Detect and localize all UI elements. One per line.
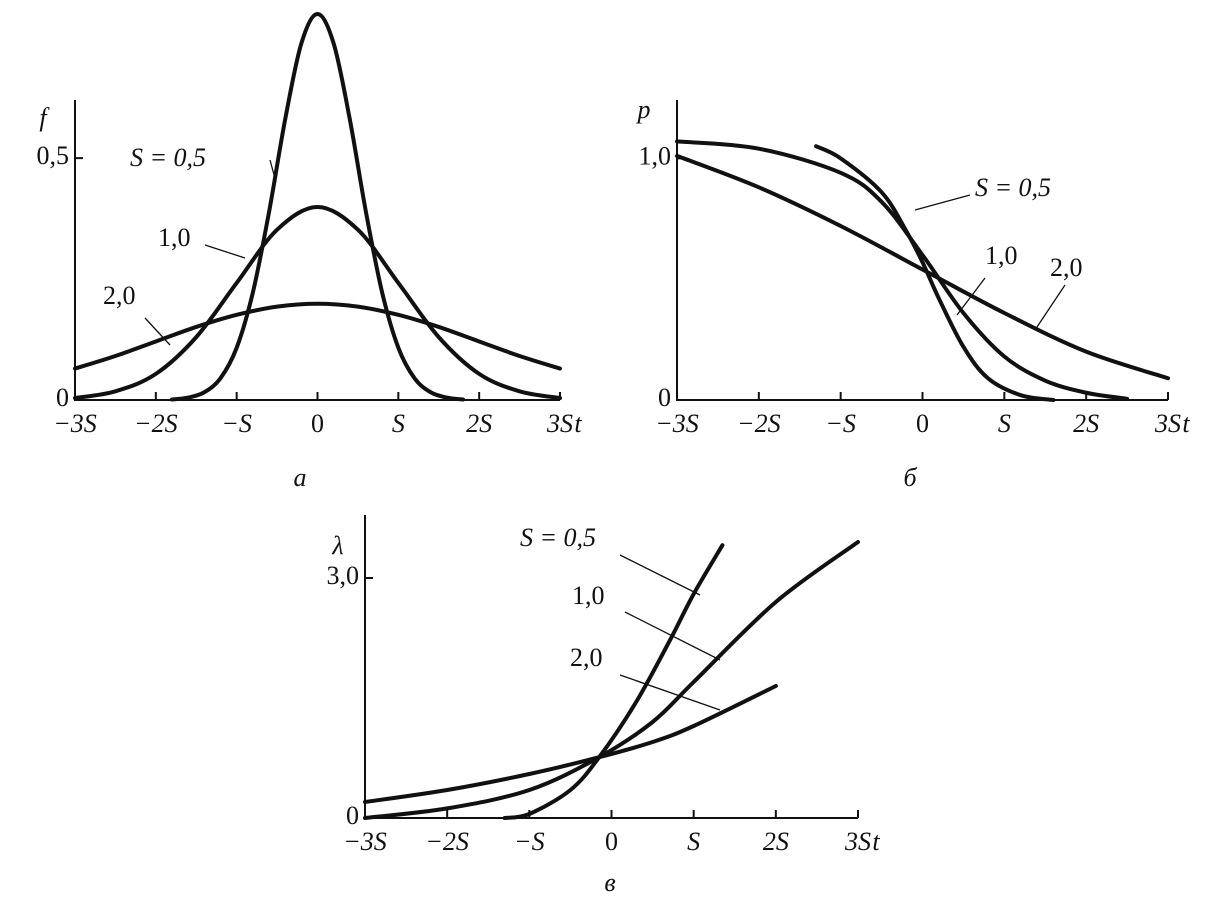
x-tick-label: −2S [425,827,469,856]
x-tick-label: 2S [466,409,492,438]
x-tick-label: −3S [655,409,699,438]
x-axis-label: t [1182,409,1190,438]
leader-line [619,674,721,711]
y-tick-label: 0 [56,383,69,412]
x-tick-label: −2S [737,409,781,438]
curve [73,301,562,371]
panel-caption: в [604,868,615,897]
x-tick-label: 3S [1154,409,1181,438]
curve [170,11,465,402]
x-tick-label: 2S [1073,409,1099,438]
curve-label: 2,0 [103,281,136,310]
leader-line [624,611,721,661]
y-axis-label: p [636,95,651,124]
y-tick-label: 3,0 [327,561,360,590]
x-tick-label: −2S [134,409,178,438]
curve [814,144,1056,402]
panel-caption: б [903,463,917,492]
y-tick-label: 0 [346,801,359,830]
leader-line [269,159,277,183]
x-tick-label: −S [825,409,856,438]
x-tick-label: 0 [311,409,324,438]
x-tick-label: 0 [916,409,929,438]
x-tick-label: S [687,827,700,856]
y-tick-label: 0,5 [37,141,70,170]
leader-line [1034,284,1066,331]
x-tick-label: 3S [546,409,573,438]
curve-label: S = 0,5 [975,173,1051,202]
x-tick-label: S [392,409,405,438]
leader-line [619,554,701,596]
y-tick-label: 0 [658,383,671,412]
x-tick-label: 3S [844,827,871,856]
curve [73,204,562,401]
x-tick-label: −3S [53,409,97,438]
panel-caption: а [294,463,307,492]
x-tick-label: −3S [343,827,387,856]
x-tick-label: −S [221,409,252,438]
leader-line [144,317,171,346]
curve-label: S = 0,5 [130,143,206,172]
y-tick-label: 1,0 [639,141,672,170]
curve-label: 1,0 [572,581,605,610]
curve-label: 2,0 [1050,253,1083,282]
curve-label: 2,0 [570,643,603,672]
leader-line [204,244,246,259]
curve [675,153,1170,381]
x-tick-label: S [998,409,1011,438]
leader-line [914,194,971,211]
x-tick-label: 0 [605,827,618,856]
y-axis-label: f [39,103,50,132]
y-axis-label: λ [331,531,343,560]
x-tick-label: 2S [763,827,789,856]
curve-label: 1,0 [985,241,1018,270]
curve [363,684,778,804]
curve [502,543,725,820]
curve-label: S = 0,5 [520,523,596,552]
curve-label: 1,0 [158,223,191,252]
curve [363,540,860,820]
x-axis-label: t [872,827,880,856]
axes [364,515,858,819]
curve [675,139,1130,401]
x-tick-label: −S [514,827,545,856]
x-axis-label: t [574,409,582,438]
